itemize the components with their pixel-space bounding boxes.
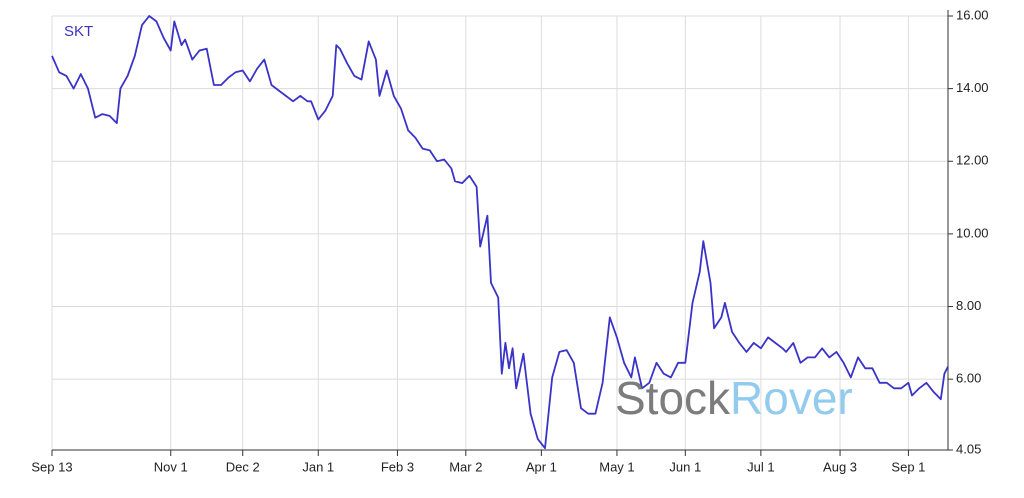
y-tick-label: 10.00	[956, 225, 989, 240]
y-tick-label: 12.00	[956, 153, 989, 168]
y-tick-label: 16.00	[956, 7, 989, 22]
x-tick-label: Jul 1	[747, 459, 774, 474]
y-tick-label: 14.00	[956, 80, 989, 95]
x-tick-label: Nov 1	[154, 459, 188, 474]
legend-label: SKT	[64, 23, 93, 40]
watermark-part: Rover	[730, 372, 853, 424]
x-tick-label: Apr 1	[526, 459, 557, 474]
watermark: StockRover	[615, 372, 853, 424]
x-tick-label: Aug 3	[823, 459, 857, 474]
x-tick-label: May 1	[599, 459, 634, 474]
y-tick-label: 4.05	[956, 441, 981, 456]
x-tick-label: Jan 1	[302, 459, 334, 474]
y-tick-label: 8.00	[956, 298, 981, 313]
watermark-part: Stock	[615, 372, 731, 424]
x-tick-label: Sep 1	[891, 459, 925, 474]
x-tick-label: Mar 2	[449, 459, 482, 474]
series-line	[51, 15, 949, 450]
x-tick-label: Dec 2	[226, 459, 260, 474]
x-tick-label: Jun 1	[669, 459, 701, 474]
y-tick-label: 6.00	[956, 371, 981, 386]
x-tick-label: Feb 3	[381, 459, 414, 474]
x-tick-label: Sep 13	[31, 459, 72, 474]
